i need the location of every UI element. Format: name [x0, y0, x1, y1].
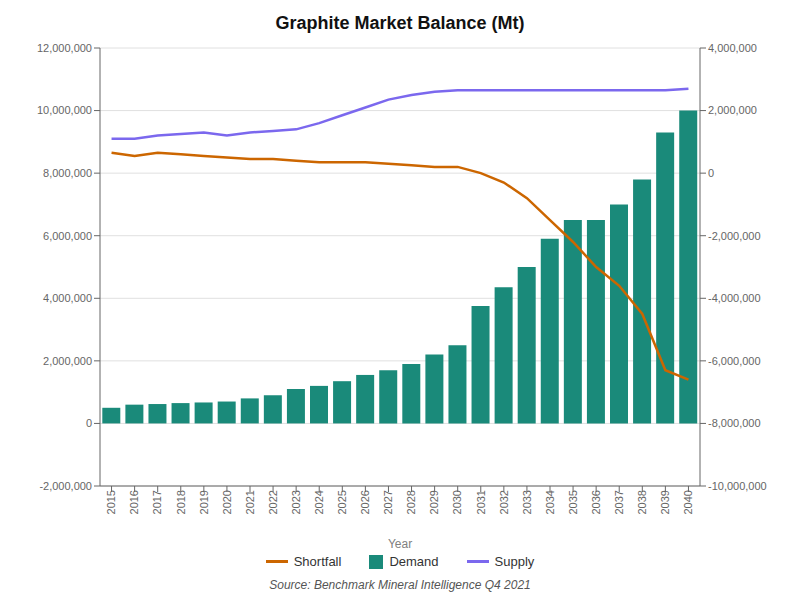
svg-text:-2,000,000: -2,000,000	[39, 480, 92, 492]
svg-text:-2,000,000: -2,000,000	[708, 230, 761, 242]
svg-text:-4,000,000: -4,000,000	[708, 292, 761, 304]
svg-text:2,000,000: 2,000,000	[708, 104, 757, 116]
svg-text:2040: 2040	[682, 490, 694, 514]
svg-text:2023: 2023	[290, 490, 302, 514]
svg-text:0: 0	[86, 417, 92, 429]
svg-text:2024: 2024	[313, 490, 325, 514]
svg-text:2038: 2038	[636, 490, 648, 514]
svg-text:0: 0	[708, 167, 714, 179]
svg-text:2033: 2033	[521, 490, 533, 514]
svg-text:2016: 2016	[128, 490, 140, 514]
svg-text:2020: 2020	[221, 490, 233, 514]
svg-text:2015: 2015	[105, 490, 117, 514]
svg-text:4,000,000: 4,000,000	[708, 42, 757, 54]
svg-text:2035: 2035	[567, 490, 579, 514]
svg-text:6,000,000: 6,000,000	[43, 230, 92, 242]
svg-text:2025: 2025	[336, 490, 348, 514]
svg-text:-10,000,000: -10,000,000	[708, 480, 767, 492]
html-text:Demand: Demand	[389, 554, 439, 569]
svg-text:2,000,000: 2,000,000	[43, 355, 92, 367]
svg-text:8,000,000: 8,000,000	[43, 167, 92, 179]
svg-text:12,000,000: 12,000,000	[37, 42, 92, 54]
svg-text:Year: Year	[388, 537, 412, 551]
svg-text:2017: 2017	[152, 490, 164, 514]
svg-text:-6,000,000: -6,000,000	[708, 355, 761, 367]
svg-text:4,000,000: 4,000,000	[43, 292, 92, 304]
svg-text:2036: 2036	[590, 490, 602, 514]
svg-text:2031: 2031	[475, 490, 487, 514]
svg-text:2039: 2039	[659, 490, 671, 514]
svg-text:2018: 2018	[175, 490, 187, 514]
svg-text:2032: 2032	[498, 490, 510, 514]
svg-text:2026: 2026	[359, 490, 371, 514]
html-text:Shortfall: Shortfall	[293, 554, 342, 569]
html-text:Graphite Market Balance (Mt): Graphite Market Balance (Mt)	[275, 13, 525, 33]
html-text:Source: Benchmark Mineral Inte: Source: Benchmark Mineral Intelligence Q…	[269, 578, 531, 592]
svg-text:2028: 2028	[405, 490, 417, 514]
html-text:Supply: Supply	[494, 554, 535, 569]
svg-text:2034: 2034	[544, 490, 556, 514]
svg-text:2021: 2021	[244, 490, 256, 514]
svg-text:-8,000,000: -8,000,000	[708, 417, 761, 429]
svg-text:2027: 2027	[382, 490, 394, 514]
svg-text:2037: 2037	[613, 490, 625, 514]
svg-text:2019: 2019	[198, 490, 210, 514]
svg-text:2029: 2029	[428, 490, 440, 514]
svg-text:10,000,000: 10,000,000	[37, 104, 92, 116]
svg-text:2030: 2030	[452, 490, 464, 514]
svg-text:2022: 2022	[267, 490, 279, 514]
